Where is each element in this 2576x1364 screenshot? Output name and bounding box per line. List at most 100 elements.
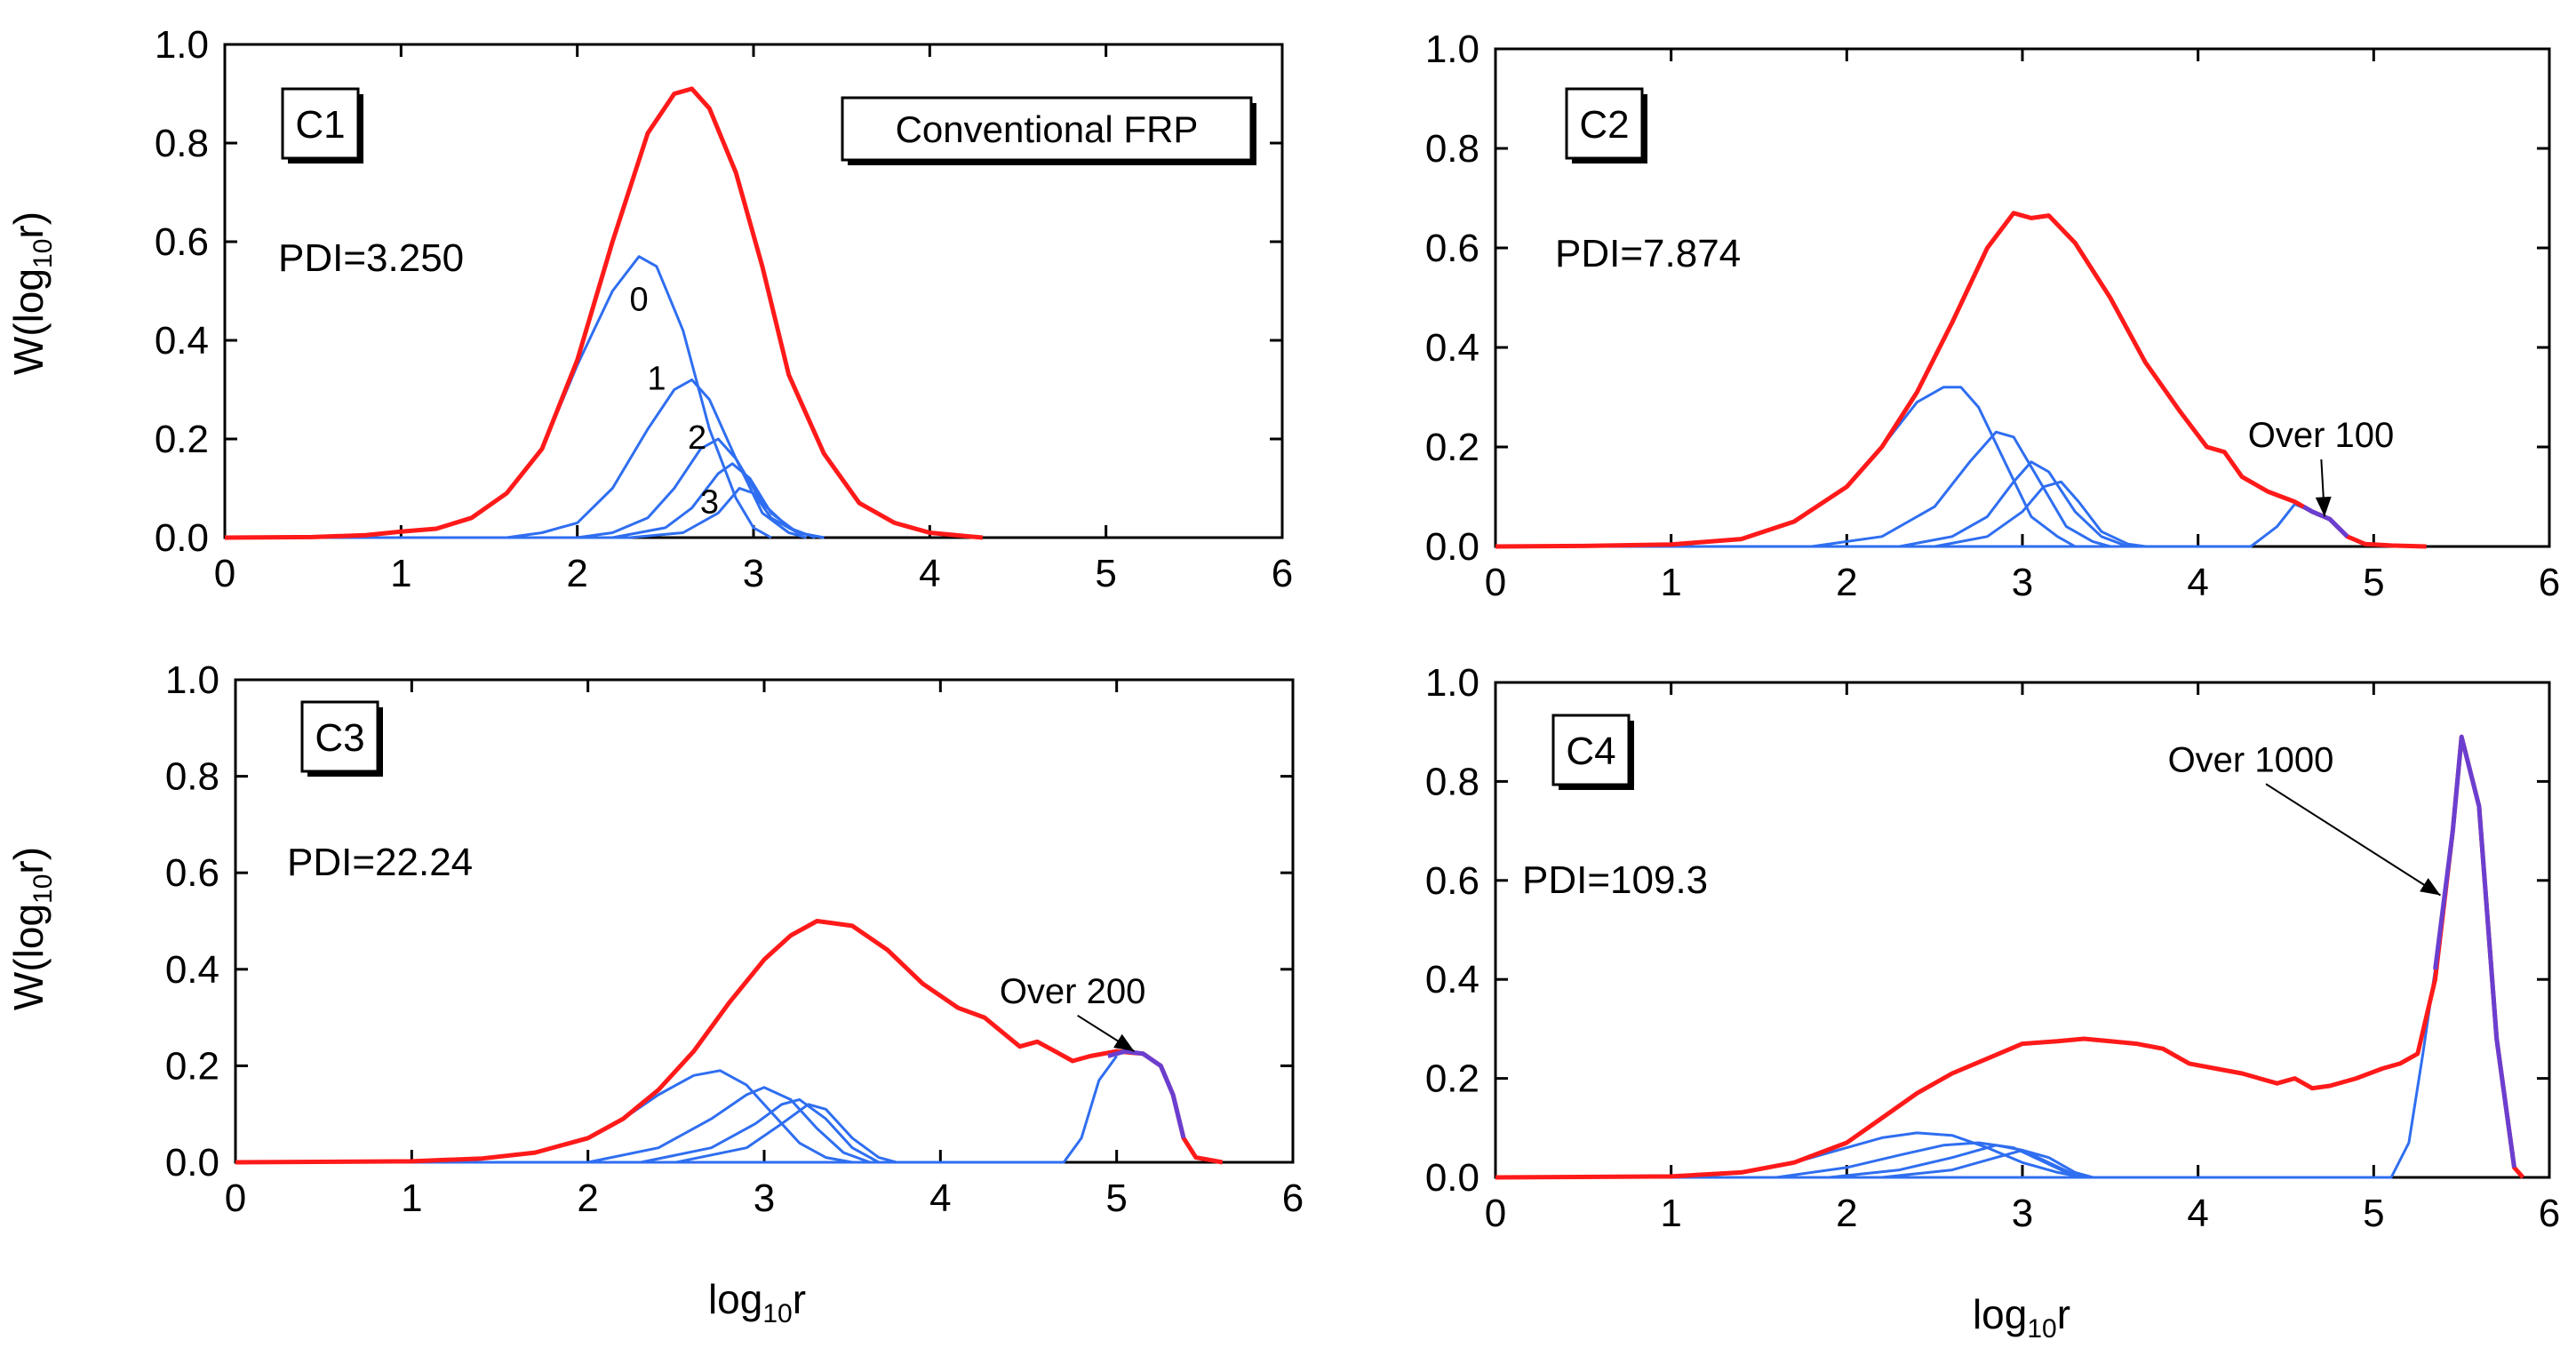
x-tick-label: 3 (2012, 1192, 2033, 1235)
y-tick-label: 1.0 (165, 658, 219, 702)
title-box (1551, 714, 1631, 786)
component-curve-4 (225, 487, 825, 539)
x-tick-label: 3 (754, 1177, 775, 1220)
x-tick-label: 5 (2363, 561, 2384, 604)
x-tick-label: 1 (401, 1177, 422, 1220)
component-curve-0 (224, 255, 772, 539)
x-tick-label: 2 (1836, 1192, 1857, 1235)
component-curve-1 (1495, 430, 2111, 548)
x-tick-label: 4 (2187, 1192, 2208, 1235)
component-curve-3 (225, 462, 825, 539)
overlap-curve (2433, 734, 2516, 1169)
y-axis-label-top: W(log10r) (5, 211, 58, 375)
panel-c4: 0 1 2 3 4 5 6 0.0 0.2 0.4 0.6 0.8 1.0 C4 PDI=109.3 Over… (1425, 661, 2560, 1235)
title-box (1565, 87, 1644, 160)
y-axis-label-bottom: W(log10r) (5, 847, 58, 1010)
title-box (300, 700, 379, 773)
x-tick-label: 3 (743, 552, 764, 595)
x-tick-label: 5 (1095, 552, 1116, 595)
y-tick-label: 1.0 (1425, 661, 1479, 705)
pdi-label: PDI=22.24 (287, 841, 473, 884)
y-tick-label: 0.2 (1425, 426, 1479, 469)
x-tick-label: 6 (1272, 552, 1293, 595)
pdi-label: PDI=3.250 (278, 236, 464, 280)
x-tick-label: 3 (2012, 561, 2033, 604)
component-curve-2 (1495, 460, 2129, 548)
pdi-label: PDI=7.874 (1555, 232, 1741, 275)
y-tick-label: 0.6 (155, 220, 209, 264)
panel-c3: 0 1 2 3 4 5 6 0.0 0.2 0.4 0.6 0.8 1.0 C3 PDI=22.24 Over… (165, 658, 1304, 1220)
y-tick-label: 0.4 (165, 948, 219, 992)
x-tick-label: 6 (2539, 1192, 2560, 1235)
y-tick-label: 0.2 (155, 418, 209, 461)
y-tick-label: 0.4 (155, 319, 209, 363)
pdi-label: PDI=109.3 (1522, 858, 1708, 902)
x-tick-label: 2 (1836, 561, 1857, 604)
y-tick-label: 0.2 (1425, 1057, 1479, 1101)
x-tick-label: 2 (566, 552, 587, 595)
legend-label: Conventional FRP (896, 108, 1199, 150)
component-curve-3 (235, 1103, 897, 1164)
component-curve-2 (225, 437, 816, 539)
x-tick-label: 0 (214, 552, 235, 595)
annotation-label: Over 100 (2248, 416, 2395, 455)
total-distribution-curve (1495, 734, 2525, 1180)
x-tick-label: 1 (390, 552, 411, 595)
component-curve-1 (225, 378, 807, 539)
component-number-label: 1 (647, 361, 666, 398)
y-tick-label: 0.6 (165, 851, 219, 895)
y-tick-label: 0.6 (1425, 859, 1479, 903)
component-curve-2 (1495, 1144, 2093, 1179)
annotation-arrow-head (1113, 1033, 1135, 1052)
x-tick-label: 1 (1660, 1192, 1681, 1235)
panel-title: C3 (315, 716, 364, 760)
panel-c2: 0 1 2 3 4 5 6 0.0 0.2 0.4 0.6 0.8 1.0 C2 PDI=7.874 Over… (1425, 28, 2560, 604)
x-tick-label: 6 (1282, 1177, 1304, 1220)
component-number-label: 3 (700, 483, 719, 521)
x-tick-label: 4 (929, 1177, 951, 1220)
panel-c1: 0 1 2 3 4 5 60.00.20.40.60.81.0C1 Conventional … (155, 23, 1293, 595)
y-tick-label: 0.6 (1425, 227, 1479, 270)
x-tick-label: 6 (2539, 561, 2560, 604)
plot-frame (234, 678, 1295, 1164)
x-tick-label: 0 (1485, 561, 1506, 604)
y-tick-label: 1.0 (1425, 28, 1479, 71)
x-tick-label: 5 (2363, 1192, 2384, 1235)
panel-title: C1 (295, 103, 345, 147)
panel-title: C2 (1579, 103, 1629, 147)
total-distribution-curve (224, 86, 984, 540)
x-tick-label: 0 (225, 1177, 246, 1220)
component-curve-0 (1495, 1131, 2085, 1179)
annotation-arrow-head (2420, 878, 2441, 896)
overlap-curve (2302, 505, 2349, 538)
title-box (281, 87, 360, 160)
y-tick-label: 0.4 (1425, 958, 1479, 1001)
x-tick-label: 4 (919, 552, 940, 595)
annotation-label: Over 200 (1000, 972, 1146, 1011)
y-tick-label: 0.8 (155, 122, 209, 165)
y-tick-label: 0.0 (1425, 1156, 1479, 1200)
annotation-arrow-head (2315, 496, 2332, 517)
y-tick-label: 0.8 (1425, 127, 1479, 171)
y-tick-label: 0.0 (1425, 525, 1479, 569)
component-curve-2 (235, 1097, 880, 1164)
x-axis-label-right: log10r (1973, 1291, 2070, 1344)
x-tick-label: 2 (577, 1177, 598, 1220)
legend-box (841, 96, 1253, 162)
annotation-label: Over 1000 (2168, 740, 2334, 779)
component-curve-4 (235, 1055, 1118, 1164)
total-distribution-curve (235, 919, 1224, 1165)
x-tick-label: 0 (1485, 1192, 1506, 1235)
y-tick-label: 0.0 (165, 1141, 219, 1185)
overlap-curve (1107, 1049, 1186, 1139)
plot-frame (1494, 681, 2551, 1179)
component-curve-4 (1495, 969, 2436, 1179)
x-tick-label: 1 (1660, 561, 1681, 604)
x-tick-label: 4 (2187, 561, 2208, 604)
y-tick-label: 1.0 (155, 23, 209, 67)
x-tick-label: 5 (1105, 1177, 1127, 1220)
y-tick-label: 0.8 (165, 755, 219, 799)
y-tick-label: 0.8 (1425, 760, 1479, 803)
panel-title: C4 (1566, 730, 1615, 773)
